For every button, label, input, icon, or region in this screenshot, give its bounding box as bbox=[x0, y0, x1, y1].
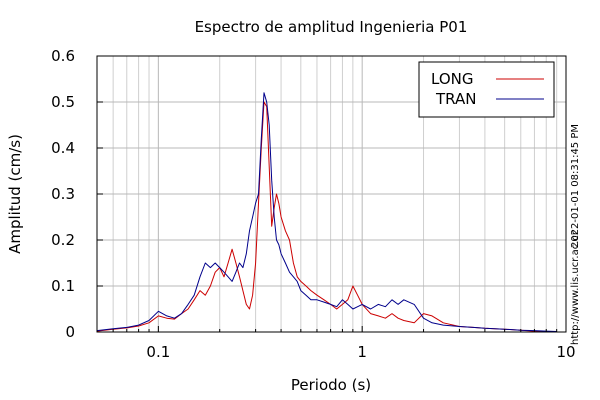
chart-title: Espectro de amplitud Ingenieria P01 bbox=[195, 18, 468, 36]
legend-label-long: LONG bbox=[431, 70, 473, 88]
series-line-tran bbox=[96, 92, 557, 332]
y-tick-label: 0.3 bbox=[51, 185, 75, 203]
series-layer bbox=[96, 92, 557, 332]
y-tick-label: 0.5 bbox=[51, 93, 75, 111]
legend-box bbox=[418, 61, 555, 118]
url-annotation: http://www.lis.ucr.ac.cr bbox=[570, 230, 581, 345]
y-tick-label: 0.6 bbox=[51, 47, 75, 65]
y-tick-label: 0 bbox=[65, 323, 75, 341]
y-axis-label: Amplitud (cm/s) bbox=[6, 134, 24, 254]
axis-ticks: 0 0.1 0.2 0.3 0.4 0.5 0.6 0.1 1 10 bbox=[51, 47, 575, 361]
y-tick-label: 0.1 bbox=[51, 277, 75, 295]
timestamp-annotation: 2022-01-01 08:31:45 PM bbox=[570, 124, 581, 248]
legend-label-tran: TRAN bbox=[435, 90, 476, 108]
x-axis-label: Periodo (s) bbox=[291, 376, 371, 394]
series-line-long bbox=[96, 101, 557, 332]
y-tick-label: 0.4 bbox=[51, 139, 75, 157]
x-tick-label: 1 bbox=[357, 343, 367, 361]
x-tick-label: 10 bbox=[556, 343, 575, 361]
y-tick-label: 0.2 bbox=[51, 231, 75, 249]
x-tick-label: 0.1 bbox=[146, 343, 170, 361]
legend: LONG TRAN bbox=[418, 61, 555, 118]
